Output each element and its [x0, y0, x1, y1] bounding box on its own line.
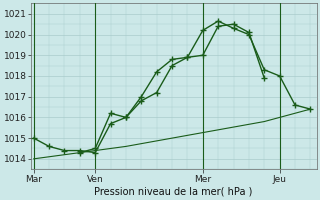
X-axis label: Pression niveau de la mer( hPa ): Pression niveau de la mer( hPa ): [94, 187, 253, 197]
